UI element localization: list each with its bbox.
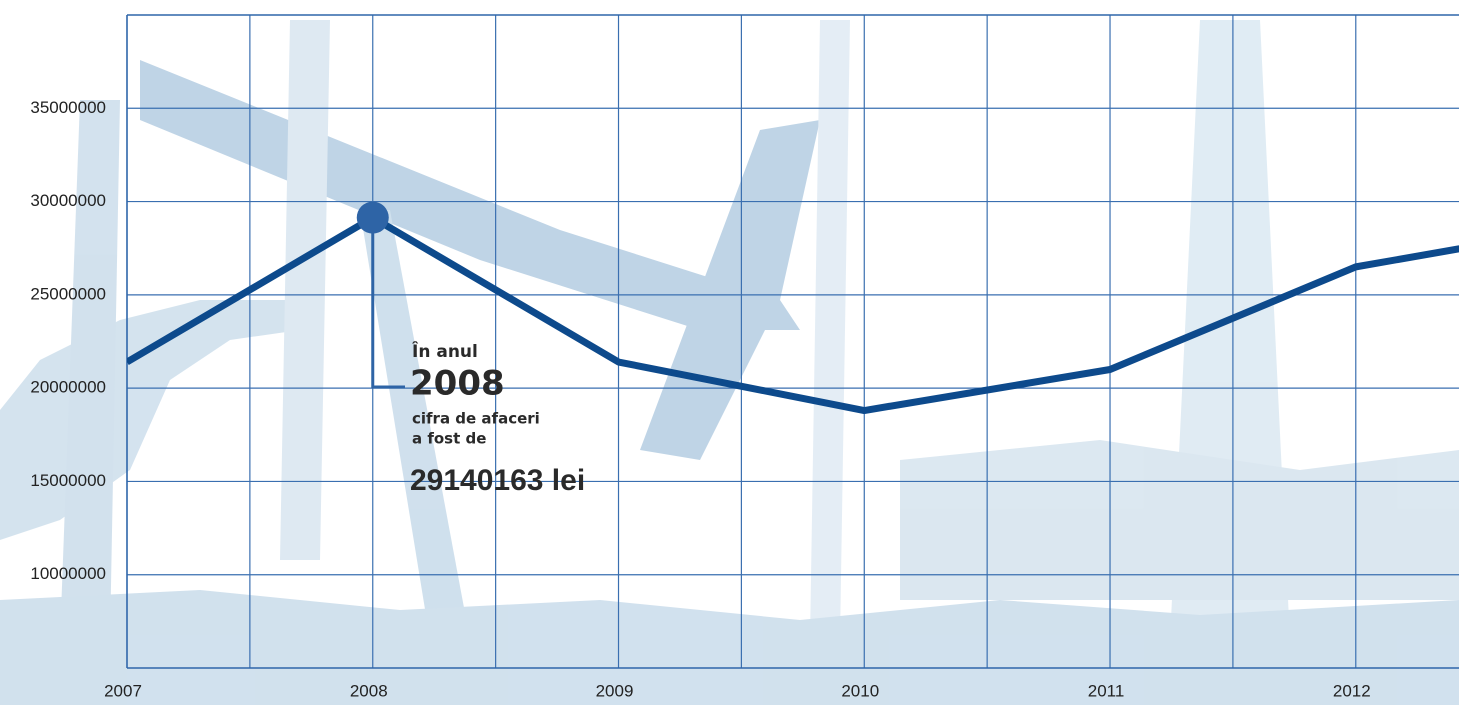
annotation-year: 2008 bbox=[410, 364, 505, 404]
annotation-text: În anul bbox=[412, 340, 478, 362]
annotation-marker bbox=[357, 202, 389, 234]
y-tick-label: 15000000 bbox=[30, 471, 106, 490]
x-tick-label: 2007 bbox=[104, 681, 142, 700]
x-tick-label: 2012 bbox=[1333, 681, 1371, 700]
x-tick-label: 2008 bbox=[350, 681, 388, 700]
y-tick-label: 25000000 bbox=[30, 284, 106, 303]
annotation-amount: 29140163 lei bbox=[410, 464, 585, 497]
y-tick-label: 10000000 bbox=[30, 564, 106, 583]
annotation-text: a fost de bbox=[412, 430, 486, 448]
background-art bbox=[0, 20, 1459, 705]
x-tick-label: 2010 bbox=[841, 681, 879, 700]
y-tick-label: 35000000 bbox=[30, 98, 106, 117]
y-tick-label: 30000000 bbox=[30, 191, 106, 210]
chart: 10000000 15000000 20000000 25000000 30000000… bbox=[0, 0, 1459, 705]
x-tick-label: 2009 bbox=[596, 681, 634, 700]
annotation-text: cifra de afaceri bbox=[412, 410, 540, 428]
y-tick-label: 20000000 bbox=[30, 378, 106, 397]
x-tick-label: 2011 bbox=[1088, 681, 1125, 700]
